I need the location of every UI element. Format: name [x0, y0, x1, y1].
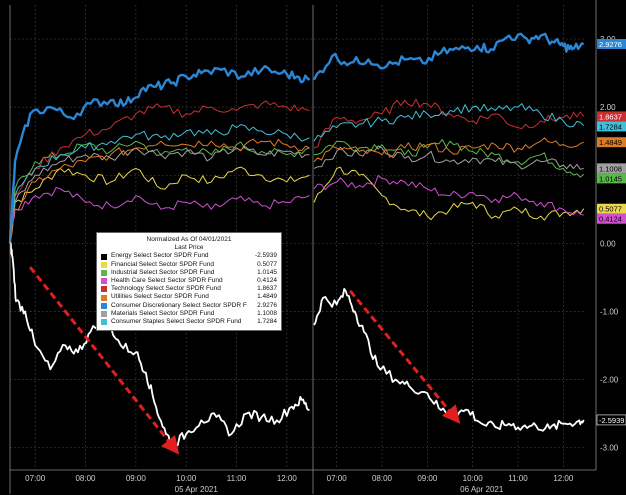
x-tick-label: 12:00	[553, 474, 574, 483]
legend-series-name: Energy Select Sector SPDR Fund	[111, 252, 209, 260]
legend-series-name: Materials Select Sector SPDR Fund	[111, 309, 215, 317]
series-line	[9, 242, 310, 448]
x-tick-label: 10:00	[463, 474, 484, 483]
legend-entry: Financial Select Sector SPDR Fund 0.5077	[101, 261, 277, 269]
last-price-tag: 1.7284	[597, 121, 626, 132]
y-tick-label: 0.00	[600, 239, 616, 248]
legend-title: Normalized As Of 04/01/2021	[146, 236, 232, 243]
legend-last-price: 1.1008	[257, 309, 277, 317]
x-tick-label: 09:00	[126, 474, 147, 483]
x-tick-label: 08:00	[372, 474, 393, 483]
last-price-text: 1.0145	[599, 174, 622, 183]
legend-series-name: Utilities Select Sector SPDR Fund	[111, 293, 209, 301]
series-line	[312, 32, 585, 81]
legend-series-name: Financial Select Sector SPDR Fund	[111, 260, 214, 268]
series-line	[313, 98, 585, 149]
legend-swatch	[101, 310, 107, 317]
legend-series-name: Health Care Select Sector SPDR Fund	[111, 277, 223, 285]
series-line	[9, 124, 310, 244]
series-line	[9, 140, 310, 244]
legend-entry: Utilities Select Sector SPDR Fund 1.4849	[101, 293, 277, 301]
legend-series-name: Consumer Discretionary Select Sector SPD…	[111, 301, 247, 309]
legend-swatch	[101, 294, 107, 301]
series-line	[9, 138, 310, 244]
legend-series-name: Consumer Staples Select Sector SPDR Fund	[111, 318, 242, 326]
x-tick-label: 07:00	[25, 474, 46, 483]
legend-swatch	[101, 261, 107, 268]
legend-subtitle: Last Price	[174, 244, 204, 252]
legend-swatch	[101, 278, 107, 285]
legend-swatch	[101, 302, 107, 309]
series-line	[313, 166, 585, 221]
x-tick-label: 08:00	[75, 474, 96, 483]
last-price-tag: 1.4849	[597, 137, 626, 148]
legend-last-price: 1.8637	[257, 285, 277, 293]
series-lines	[8, 32, 585, 448]
y-tick-label: -2.00	[600, 375, 619, 384]
last-price-text: 1.1008	[599, 164, 622, 173]
legend-series-name: Industrial Select Sector SPDR Fund	[111, 268, 215, 276]
legend-last-price: 1.7284	[257, 318, 277, 326]
legend-entry: Materials Select Sector SPDR Fund 1.1008	[101, 310, 277, 318]
trend-arrow	[28, 266, 180, 455]
last-price-tag: -2.5939	[596, 414, 626, 426]
last-price-tag: 0.5077	[597, 203, 626, 214]
legend-entry: Technology Select Sector SPDR Fund 1.8637	[101, 285, 277, 293]
x-tick-label: 07:00	[327, 474, 348, 483]
series-line	[313, 103, 585, 142]
series-line	[313, 137, 584, 162]
legend-swatch	[101, 253, 107, 260]
trend-arrows	[28, 266, 461, 455]
x-tick-label: 11:00	[508, 474, 528, 483]
series-line	[313, 139, 585, 178]
series-line	[313, 174, 584, 216]
series-line	[313, 145, 584, 170]
x-tick-label: 10:00	[176, 474, 197, 483]
date-label: 05 Apr 2021	[175, 485, 219, 494]
series-line	[8, 64, 311, 244]
last-price-text: 0.5077	[599, 205, 622, 214]
y-tick-label: -3.00	[600, 444, 619, 453]
legend-entry: Consumer Discretionary Select Sector SPD…	[101, 302, 277, 310]
last-price-text: 0.4124	[599, 215, 622, 224]
legend-last-price: 2.9276	[257, 301, 277, 309]
legend-last-price: 0.4124	[257, 277, 277, 285]
last-price-text: 1.8637	[599, 112, 622, 121]
series-line	[9, 166, 310, 244]
legend-last-price: 0.5077	[257, 260, 277, 268]
legend-series-name: Technology Select Sector SPDR Fund	[111, 285, 221, 293]
y-tick-label: -1.00	[600, 307, 619, 316]
series-line	[9, 145, 310, 244]
last-price-tag: 1.0145	[597, 173, 626, 184]
legend-swatch	[101, 269, 107, 276]
legend-entry: Consumer Staples Select Sector SPDR Fund…	[101, 318, 277, 326]
x-tick-label: 11:00	[227, 474, 247, 483]
legend-swatch	[101, 286, 107, 293]
x-tick-label: 09:00	[417, 474, 438, 483]
legend-entry: Industrial Select Sector SPDR Fund 1.0145	[101, 269, 277, 277]
date-label: 06 Apr 2021	[460, 485, 504, 494]
legend-entry: Health Care Select Sector SPDR Fund 0.412…	[101, 277, 277, 285]
last-price-tag: 0.4124	[597, 213, 626, 224]
trend-arrow	[349, 290, 461, 424]
x-tick-label: 12:00	[277, 474, 298, 483]
last-price-text: 1.4849	[599, 138, 622, 147]
series-line	[9, 100, 310, 244]
last-price-tag: 2.9276	[597, 38, 626, 49]
last-price-text: 1.7284	[599, 122, 622, 131]
last-price-text: 2.9276	[599, 40, 622, 49]
last-price-tag: 1.1008	[597, 163, 626, 174]
series-line	[9, 187, 310, 244]
legend-swatch	[101, 319, 107, 326]
legend-last-price: 1.0145	[257, 268, 277, 276]
legend-entry: Energy Select Sector SPDR Fund -2.5939	[101, 252, 277, 260]
legend: Normalized As Of 04/01/2021 Last Price E…	[96, 232, 282, 331]
legend-last-price: 1.4849	[257, 293, 277, 301]
legend-last-price: -2.5939	[254, 252, 277, 260]
y-tick-label: 2.00	[600, 103, 616, 112]
last-price-text: -2.5939	[599, 416, 624, 425]
last-price-tag: 1.8637	[597, 111, 626, 122]
